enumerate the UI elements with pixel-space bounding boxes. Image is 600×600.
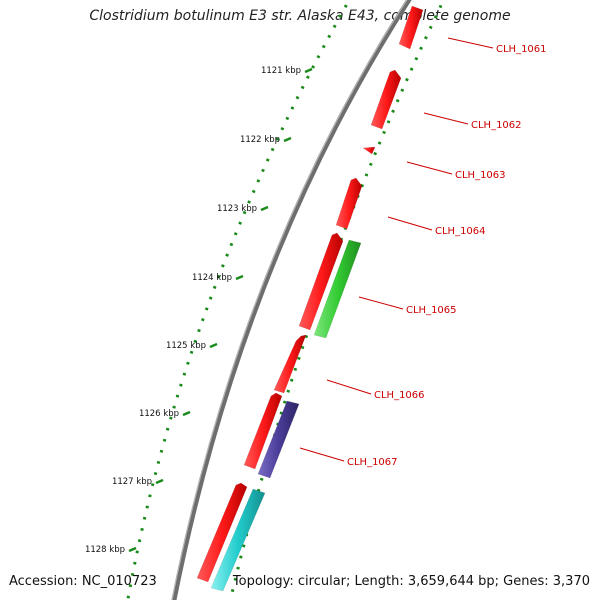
gene-arrow-clh-1063: [362, 146, 376, 155]
gene-label[interactable]: CLH_1065: [406, 305, 457, 316]
genome-summary-text: Topology: circular; Length: 3,659,644 bp…: [232, 574, 590, 589]
gene-arrow-clh-1065: [298, 232, 344, 331]
gene-arrow-clh-1062: [370, 69, 402, 130]
gene-label[interactable]: CLH_1066: [374, 390, 425, 401]
gene-label[interactable]: CLH_1067: [347, 457, 398, 468]
tick-label: 1128 kbp: [85, 545, 125, 555]
genome-backbone: [171, 0, 412, 600]
tick-label: 1123 kbp: [217, 204, 257, 214]
gene-label[interactable]: CLH_1064: [435, 226, 486, 237]
tick-mark: [260, 205, 269, 212]
gene-arrow-clh-1064: [335, 177, 363, 230]
label-leader-line: [406, 161, 453, 175]
gene-arrow-clh-1066: [273, 334, 307, 394]
map-title: Clostridium botulinum E3 str. Alaska E43…: [89, 8, 511, 24]
label-leader-line: [299, 447, 345, 462]
tick-label: 1125 kbp: [166, 341, 206, 351]
tick-mark: [304, 67, 313, 74]
tick-label: 1122 kbp: [240, 135, 280, 145]
accession-text: Accession: NC_010723: [9, 574, 157, 589]
genome-backbone-highlight: [171, 0, 408, 600]
tick-mark: [155, 478, 164, 485]
gene-arrow-green: [313, 239, 362, 339]
label-leader-line: [358, 296, 404, 310]
tick-mark: [209, 342, 218, 349]
tick-mark: [182, 410, 191, 417]
gene-arrow-clh-1067: [243, 392, 283, 470]
gene-arrow-red-lower: [196, 482, 248, 583]
gene-arrow-clh-1061: [398, 5, 424, 50]
label-leader-line: [387, 216, 433, 231]
tick-marks: 1121 kbp 1122 kbp 1123 kbp 1124 kbp 1125 kbp…: [85, 66, 313, 555]
tick-label: 1127 kbp: [112, 477, 152, 487]
tick-mark: [235, 274, 244, 281]
gene-labels: CLH_1061 CLH_1062 CLH_1063 CLH_1064 CLH_1065…: [299, 37, 547, 468]
gene-features: [196, 5, 424, 592]
gene-label[interactable]: CLH_1063: [455, 170, 506, 181]
tick-mark: [128, 546, 137, 553]
tick-label: 1124 kbp: [192, 273, 232, 283]
gene-label[interactable]: CLH_1062: [471, 120, 522, 131]
label-leader-line: [326, 379, 372, 395]
gene-label[interactable]: CLH_1061: [496, 44, 547, 55]
gene-arrow-purple: [257, 400, 300, 479]
gene-arrow-cyan: [210, 488, 266, 592]
tick-mark: [283, 136, 292, 143]
tick-label: 1126 kbp: [139, 409, 179, 419]
tick-label: 1121 kbp: [261, 66, 301, 76]
label-leader-line: [423, 112, 469, 125]
label-leader-line: [447, 37, 494, 49]
